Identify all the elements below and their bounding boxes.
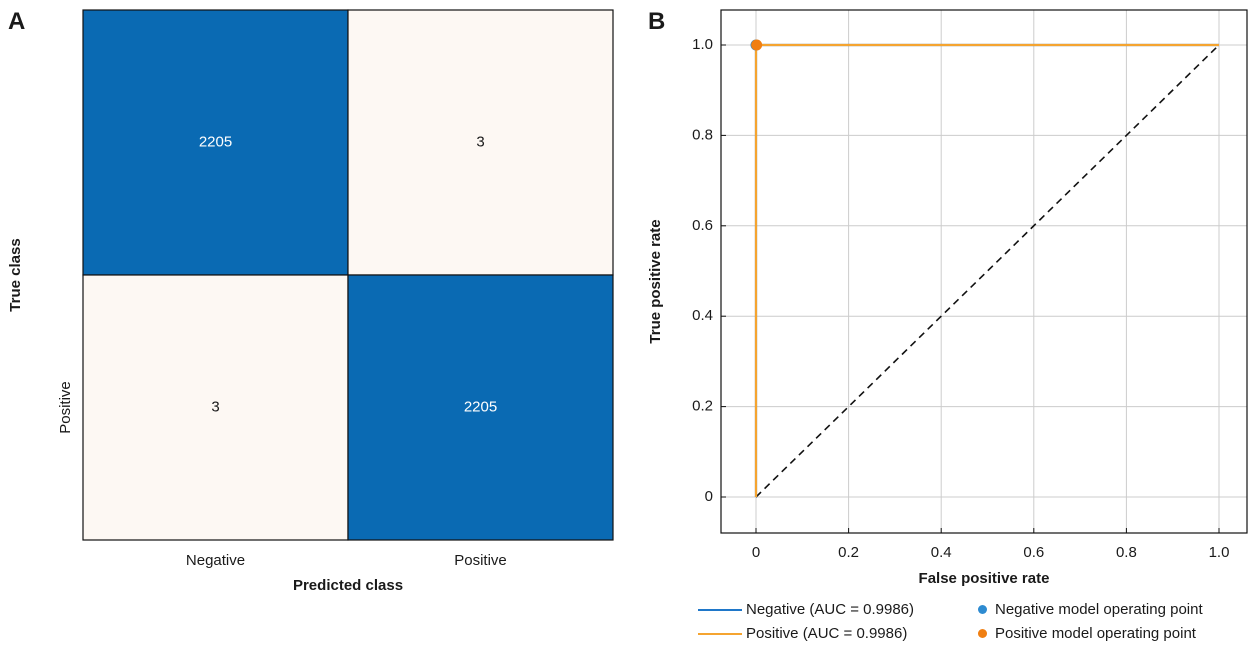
roc-y-tick-label-3: 0.6 — [692, 217, 713, 234]
matrix-x-tick-label-1: Positive — [454, 552, 507, 569]
legend-item-negative-curve: Negative (AUC = 0.9986) — [698, 601, 914, 618]
legend-label-negative-point: Negative model operating point — [995, 601, 1203, 618]
roc-x-tick-label-4: 0.8 — [1116, 544, 1137, 561]
legend-item-negative-point: Negative model operating point — [978, 601, 1203, 618]
roc-y-tick-label-0: 0 — [705, 488, 713, 505]
matrix-x-axis-label: Predicted class — [293, 577, 403, 594]
legend-item-positive-point: Positive model operating point — [978, 625, 1196, 642]
matrix-cell-value-r1-c0: 3 — [211, 398, 219, 415]
matrix-y-tick-label-1: Positive — [57, 381, 74, 434]
roc-y-axis-label: True positive rate — [647, 219, 664, 343]
roc-x-tick-label-3: 0.6 — [1023, 544, 1044, 561]
roc-plot-frame — [720, 9, 1248, 534]
matrix-x-tick-label-0: Negative — [186, 552, 245, 569]
roc-chart: 0 0.2 0.4 0.6 0.8 1.0 0 0.2 0.4 0.6 0.8 1.0 False po… — [647, 9, 1248, 587]
roc-x-tick-label-1: 0.2 — [838, 544, 859, 561]
matrix-cell-r0-c0 — [82, 9, 349, 276]
roc-x-tick-label-0: 0 — [752, 544, 760, 561]
matrix-cell-value-r0-c1: 3 — [476, 133, 484, 150]
legend-swatch-positive-curve — [698, 632, 742, 635]
legend-label-positive-curve: Positive (AUC = 0.9986) — [746, 625, 908, 642]
roc-y-tick-label-5: 1.0 — [692, 36, 713, 53]
roc-y-tick-label-4: 0.8 — [692, 126, 713, 143]
roc-point-positive — [751, 39, 763, 51]
matrix-cell-value-r0-c0: 2205 — [199, 133, 232, 150]
matrix-cell-r1-c1 — [347, 274, 614, 541]
matrix-cell-r1-c0 — [82, 274, 349, 541]
panel-a-label: A — [8, 8, 26, 35]
roc-x-tick-label-5: 1.0 — [1209, 544, 1230, 561]
roc-y-tick-label-1: 0.2 — [692, 398, 713, 415]
roc-x-tick-label-2: 0.4 — [931, 544, 952, 561]
legend-swatch-positive-point — [978, 629, 987, 638]
roc-chance-diagonal — [755, 44, 1220, 498]
confusion-matrix: 2205 3 3 2205 Negative Positive Positive Predic… — [7, 9, 614, 594]
legend-label-positive-point: Positive model operating point — [995, 625, 1196, 642]
matrix-y-axis-label: True class — [7, 238, 24, 311]
legend-swatch-negative-curve — [698, 608, 742, 611]
roc-x-axis-label: False positive rate — [919, 570, 1050, 587]
legend-item-positive-curve: Positive (AUC = 0.9986) — [698, 625, 907, 642]
roc-y-tick-label-2: 0.4 — [692, 307, 713, 324]
legend-label-negative-curve: Negative (AUC = 0.9986) — [746, 601, 915, 618]
legend-swatch-negative-point — [978, 605, 987, 614]
panel-b-label: B — [648, 8, 666, 35]
matrix-cell-r0-c1 — [347, 9, 614, 276]
matrix-cell-value-r1-c1: 2205 — [464, 398, 497, 415]
